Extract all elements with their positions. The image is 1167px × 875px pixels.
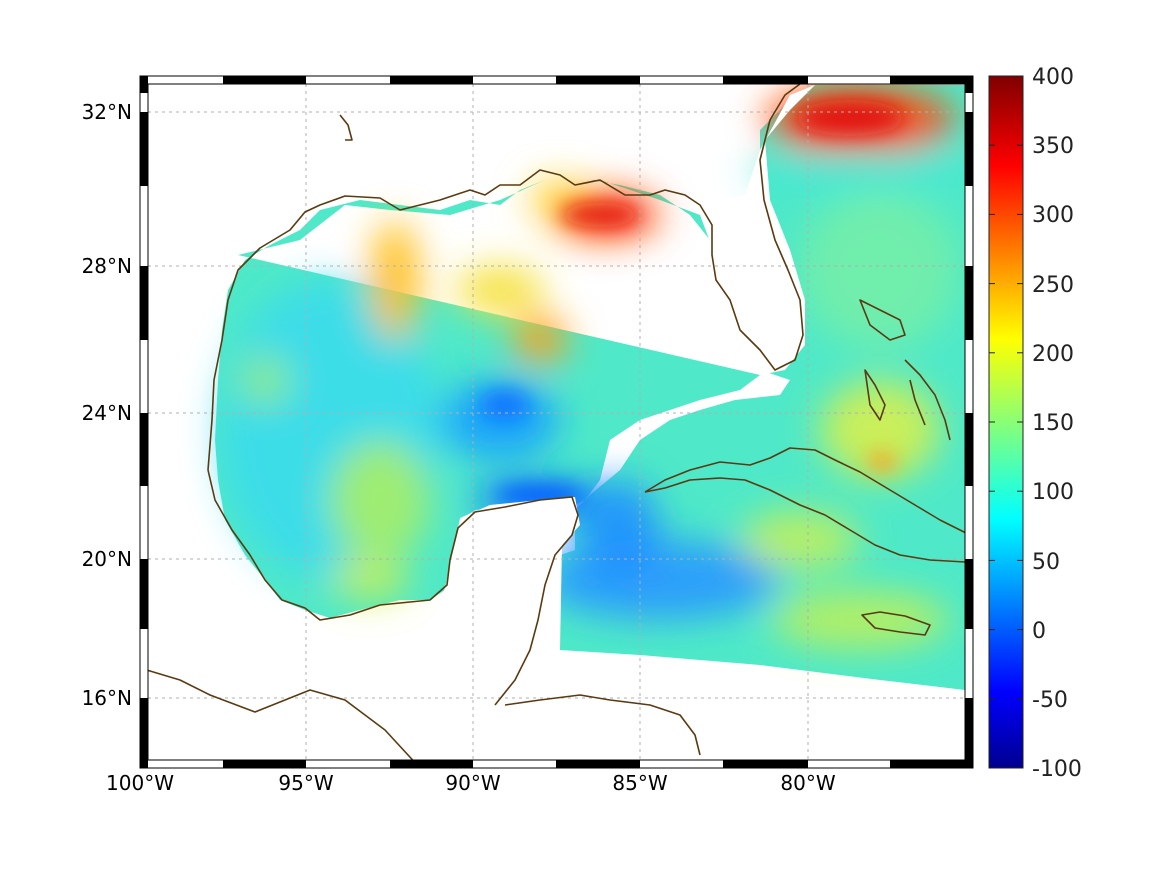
frame-segment (965, 340, 973, 413)
colorbar-label: 100 (1032, 480, 1074, 505)
frame-segment (140, 93, 148, 112)
lon-tick-label: 80°W (780, 771, 835, 795)
frame-segment (965, 266, 973, 340)
lon-tick-label: 85°W (612, 771, 667, 795)
frame-segment (390, 760, 473, 768)
lon-tick-label: 90°W (445, 771, 500, 795)
frame-outline (139, 75, 974, 769)
colorbar-label: 350 (1032, 134, 1074, 159)
frame-segment (140, 76, 223, 84)
frame-segment (723, 76, 808, 84)
frame-segment (390, 76, 473, 84)
frame-segment (640, 76, 723, 84)
lat-tick-label: 24°N (82, 401, 132, 425)
frame-segment (890, 760, 973, 768)
lat-tick-label: 28°N (82, 254, 132, 278)
frame-segment (556, 76, 640, 84)
frame-segment (223, 76, 306, 84)
frame-segment (140, 112, 148, 186)
colorbar-label: 0 (1032, 619, 1046, 644)
frame-segment (723, 760, 808, 768)
yucatan-land (440, 497, 580, 680)
frame-segment (140, 340, 148, 413)
florida-land (700, 85, 815, 375)
map-frame (139, 75, 974, 769)
frame-segment (306, 760, 390, 768)
frame-segment (965, 413, 973, 486)
grid-lines (148, 84, 965, 760)
frame-segment (808, 76, 890, 84)
frame-segment (965, 559, 973, 629)
colorbar-label: 50 (1032, 550, 1060, 575)
frame-segment (965, 93, 973, 112)
lat-axis: 32°N 28°N 24°N 20°N 16°N (82, 100, 132, 710)
lat-tick-label: 16°N (82, 686, 132, 710)
frame-segment (965, 112, 973, 186)
colorbar-label: 400 (1032, 65, 1074, 90)
frame-segment (223, 760, 306, 768)
colorbar-label: 200 (1032, 342, 1074, 367)
frame-segment (473, 76, 556, 84)
frame-segment (140, 413, 148, 486)
colorbar-ticks (989, 75, 1023, 769)
frame-segment (140, 266, 148, 340)
map-plot-area (139, 76, 973, 769)
colorbar-label: -50 (1032, 688, 1068, 713)
frame-segment (965, 629, 973, 698)
frame-segment (140, 76, 148, 93)
frame-segment (556, 760, 640, 768)
frame-segment (890, 76, 973, 84)
frame-segment (473, 760, 556, 768)
colorbar-label: 150 (1032, 411, 1074, 436)
frame-segment (965, 186, 973, 266)
frame-segment (306, 76, 390, 84)
frame-segment (140, 186, 148, 266)
frame-segment (140, 629, 148, 698)
lon-tick-label: 100°W (106, 771, 174, 795)
lat-tick-label: 20°N (82, 547, 132, 571)
colorbar: 400 350 300 250 200 150 100 50 0 -50 -10… (988, 65, 1082, 782)
coastlines (139, 83, 971, 769)
colorbar-label: 250 (1032, 273, 1074, 298)
frame-segment (965, 76, 973, 93)
lon-axis: 100°W 95°W 90°W 85°W 80°W (106, 771, 836, 795)
frame-inner-outline (147, 83, 966, 761)
frame-segment (965, 486, 973, 559)
frame-segment (140, 559, 148, 629)
frame-segment (965, 698, 973, 768)
frame-segment (140, 698, 148, 768)
lat-tick-label: 32°N (82, 100, 132, 124)
frame-segment (140, 486, 148, 559)
colorbar-label: 300 (1032, 203, 1074, 228)
colorbar-label: -100 (1032, 757, 1082, 782)
frame-segment (808, 760, 890, 768)
frame-segment (640, 760, 723, 768)
frame-segment (140, 760, 223, 768)
lon-tick-label: 95°W (278, 771, 333, 795)
